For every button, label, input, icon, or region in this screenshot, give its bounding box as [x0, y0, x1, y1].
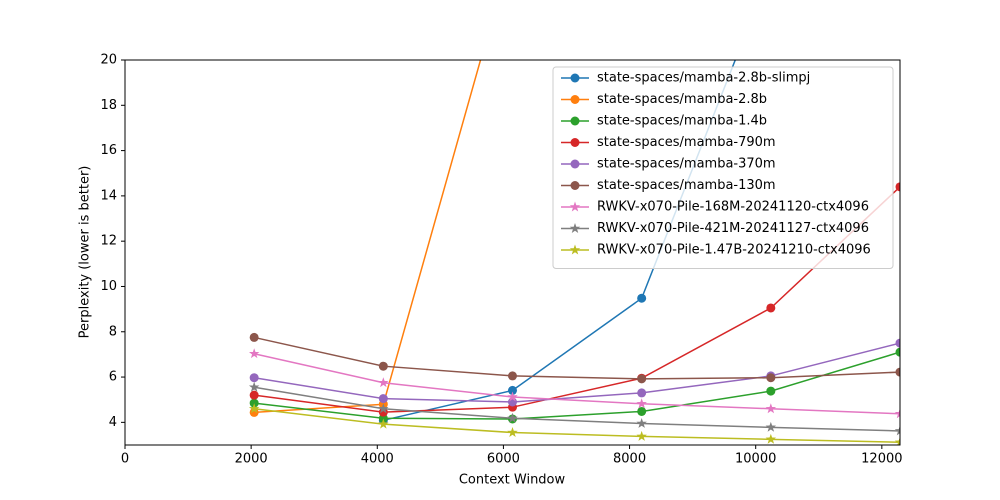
- marker: [637, 374, 647, 384]
- legend-label: state-spaces/mamba-2.8b: [597, 92, 767, 107]
- marker: [895, 367, 900, 377]
- marker: [507, 427, 518, 437]
- marker: [765, 421, 777, 432]
- marker: [507, 391, 518, 402]
- marker: [636, 398, 647, 409]
- marker: [249, 390, 259, 400]
- marker: [636, 430, 647, 441]
- marker: [570, 73, 580, 83]
- marker: [895, 338, 900, 348]
- marker: [894, 408, 900, 419]
- legend-box: [552, 66, 894, 269]
- y-tick-label: 6: [109, 370, 117, 385]
- y-tick-label: 20: [100, 53, 117, 68]
- x-tick-label: 0: [121, 452, 129, 467]
- y-tick-label: 18: [100, 98, 117, 113]
- series-line: [254, 408, 900, 444]
- marker: [766, 303, 776, 313]
- marker: [895, 182, 900, 192]
- x-tick-label: 8000: [613, 452, 646, 467]
- marker: [249, 373, 259, 383]
- marker: [765, 433, 777, 444]
- marker: [249, 332, 259, 342]
- marker: [569, 201, 581, 212]
- marker: [570, 95, 580, 104]
- marker: [637, 406, 647, 416]
- x-tick-label: 12000: [861, 452, 902, 467]
- marker: [895, 347, 900, 357]
- marker: [508, 371, 517, 381]
- marker: [637, 293, 647, 303]
- legend-label: state-spaces/mamba-1.4b: [597, 114, 767, 129]
- y-tick-label: 12: [100, 234, 117, 249]
- legend-label: state-spaces/mamba-130m: [597, 178, 776, 193]
- marker: [766, 386, 776, 396]
- legend: state-spaces/mamba-2.8b-slimpj state-spac…: [552, 66, 894, 269]
- marker: [636, 417, 647, 428]
- marker: [508, 385, 517, 395]
- marker: [378, 418, 389, 429]
- series-line: [254, 386, 900, 432]
- marker: [378, 403, 389, 414]
- series-line: [254, 186, 900, 413]
- x-tick-label: 4000: [361, 452, 394, 467]
- y-tick-label: 14: [100, 188, 117, 203]
- marker: [570, 116, 580, 126]
- x-tick-label: 2000: [235, 452, 268, 467]
- marker: [378, 377, 389, 388]
- marker: [894, 436, 900, 445]
- marker: [569, 244, 581, 255]
- x-axis-label: Context Window: [459, 473, 566, 488]
- legend-label: RWKV-x070-Pile-1.47B-20241210-ctx4096: [597, 243, 871, 258]
- plot-area: [248, 60, 900, 445]
- marker: [248, 381, 260, 392]
- series-line: [254, 342, 900, 403]
- marker: [248, 403, 260, 414]
- marker: [894, 425, 900, 436]
- marker: [569, 223, 581, 233]
- series-line: [254, 352, 900, 415]
- y-tick-label: 16: [100, 143, 117, 158]
- marker: [766, 373, 776, 383]
- marker: [378, 407, 388, 417]
- y-tick-label: 8: [109, 324, 117, 339]
- marker: [570, 159, 580, 169]
- x-tick-label: 6000: [487, 452, 520, 467]
- axes-frame: [124, 59, 901, 446]
- marker: [248, 348, 260, 359]
- marker: [249, 398, 259, 408]
- marker: [378, 394, 388, 404]
- marker: [765, 403, 777, 414]
- y-tick-label: 4: [109, 415, 117, 430]
- marker: [570, 138, 580, 147]
- legend-label: state-spaces/mamba-790m: [597, 135, 776, 150]
- series-line: [254, 351, 900, 420]
- series-line: [254, 336, 900, 380]
- legend-label: state-spaces/mamba-2.8b-slimpj: [597, 71, 810, 86]
- marker: [570, 181, 580, 190]
- legend-label: RWKV-x070-Pile-168M-20241120-ctx4096: [597, 200, 869, 215]
- marker: [378, 361, 388, 371]
- legend-label: state-spaces/mamba-370m: [597, 157, 776, 172]
- legend-label: RWKV-x070-Pile-421M-20241127-ctx4096: [597, 221, 869, 236]
- marker: [637, 388, 647, 398]
- x-tick-label: 10000: [735, 452, 776, 467]
- y-tick-label: 10: [100, 279, 117, 294]
- marker: [507, 412, 518, 423]
- y-axis-label: Perplexity (lower is better): [78, 166, 93, 339]
